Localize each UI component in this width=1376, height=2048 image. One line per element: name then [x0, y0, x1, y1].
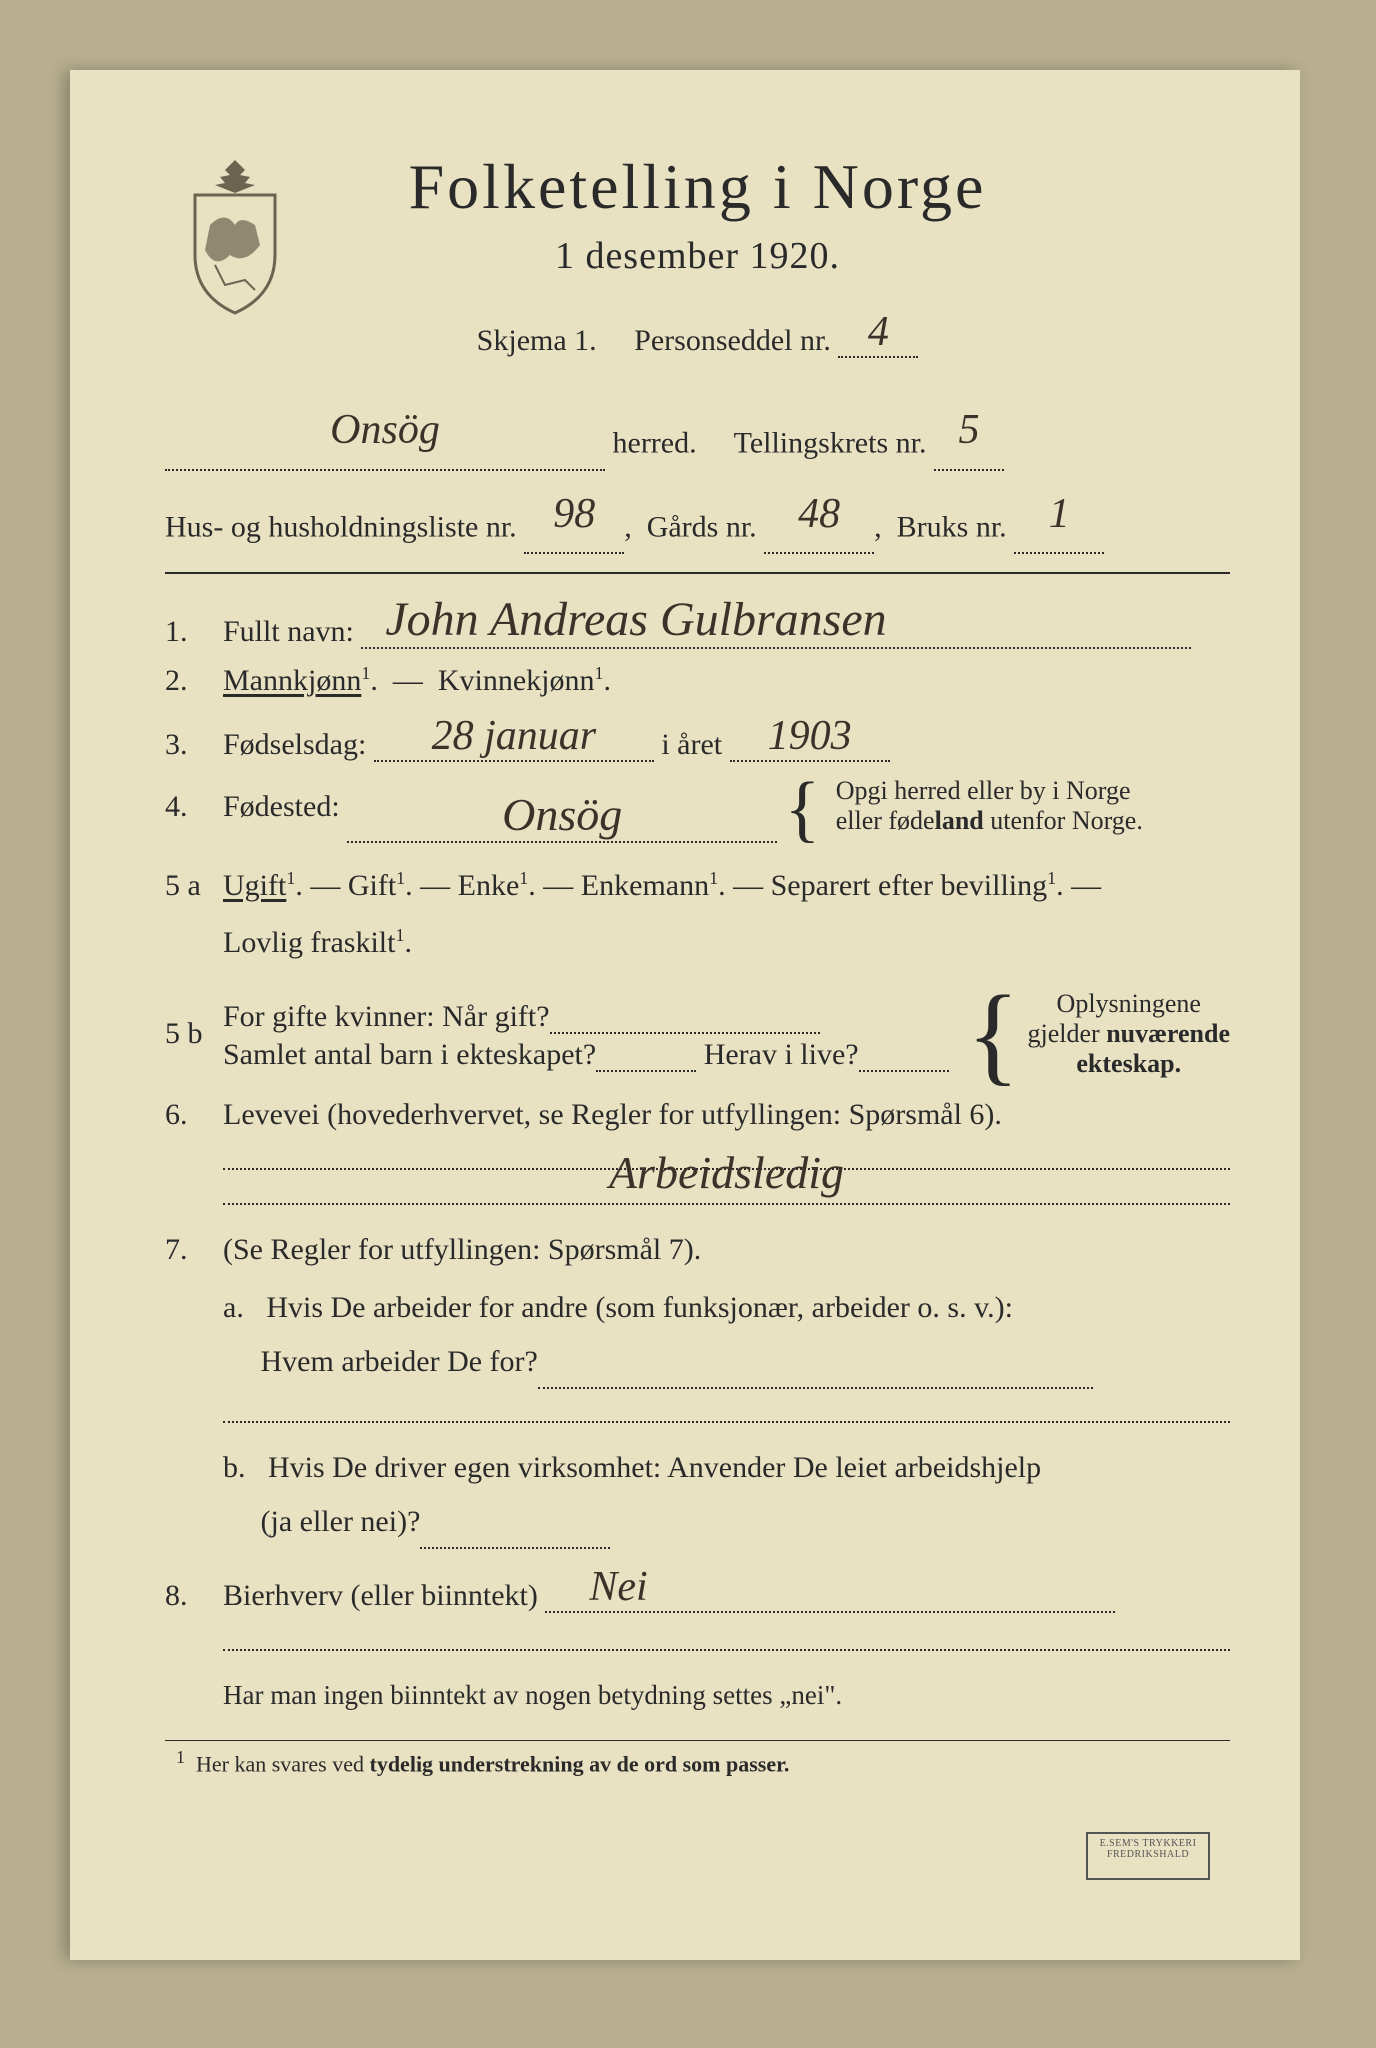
q1-field: John Andreas Gulbransen: [361, 592, 1191, 649]
q5a-num: 5 a: [165, 869, 223, 903]
q4-label: Fødested:: [223, 790, 340, 823]
q5a-separert: Separert efter bevilling: [771, 869, 1048, 902]
q5a-ugift: Ugift: [223, 869, 286, 902]
q8-num: 8.: [165, 1579, 223, 1613]
q8-field: Nei: [545, 1563, 1115, 1613]
skjema-label: Skjema 1.: [477, 324, 597, 357]
question-8: 8. Bierhverv (eller biinntekt) Nei: [165, 1563, 1230, 1613]
q8-label: Bierhverv (eller biinntekt): [223, 1579, 538, 1612]
question-5b: 5 b For gifte kvinner: Når gift? Samlet …: [165, 985, 1230, 1084]
footnote: 1 Her kan svares ved tydelig understrekn…: [165, 1740, 1230, 1777]
question-7: 7. (Se Regler for utfyllingen: Spørsmål …: [165, 1233, 1230, 1267]
q1-label: Fullt navn:: [223, 615, 354, 648]
printer-stamp: E.SEM'S TRYKKERI FREDRIKSHALD: [1086, 1832, 1210, 1880]
question-2: 2. Mannkjønn1. — Kvinnekjønn1.: [165, 663, 1230, 698]
skjema-line: Skjema 1. Personseddel nr. 4: [165, 308, 1230, 358]
q7a-label1: Hvis De arbeider for andre (som funksjon…: [266, 1291, 1013, 1324]
husliste-field: 98: [524, 477, 624, 555]
q7b-label2: (ja eller nei)?: [261, 1505, 421, 1538]
q5b-field1: [550, 996, 820, 1034]
q5b-label1: For gifte kvinner: Når gift?: [223, 1000, 550, 1033]
census-form-page: Folketelling i Norge 1 desember 1920. Sk…: [70, 70, 1300, 1960]
q5b-field2: [596, 1034, 696, 1072]
q7-num: 7.: [165, 1233, 223, 1267]
question-7a: a. Hvis De arbeider for andre (som funks…: [223, 1281, 1230, 1389]
q6-num: 6.: [165, 1098, 223, 1132]
bruks-field: 1: [1014, 477, 1104, 555]
q7b-field: [420, 1511, 610, 1549]
q3-year-field: 1903: [730, 712, 890, 762]
question-3: 3. Fødselsdag: 28 januar i året 1903: [165, 712, 1230, 762]
coat-of-arms-icon: [175, 155, 295, 315]
q5a-fraskilt: Lovlig fraskilt: [223, 926, 395, 959]
q4-num: 4.: [165, 790, 223, 824]
gards-field: 48: [764, 477, 874, 555]
form-title: Folketelling i Norge: [165, 150, 1230, 224]
q5b-note: Oplysningene gjelder nuværende ekteskap.: [1028, 989, 1230, 1079]
husliste-line: Hus- og husholdningsliste nr. 98, Gårds …: [165, 477, 1230, 555]
tellingskrets-field: 5: [934, 393, 1004, 471]
question-5a: 5 a Ugift1. — Gift1. — Enke1. — Enkemann…: [165, 857, 1230, 971]
q6-label: Levevei (hovederhvervet, se Regler for u…: [223, 1098, 1002, 1131]
q7a-field-2: [223, 1399, 1230, 1423]
personseddel-label: Personseddel nr.: [634, 324, 831, 357]
q4-note: Opgi herred eller by i Norge eller fødel…: [836, 776, 1143, 836]
herred-label: herred.: [613, 427, 697, 460]
q7a-num: a.: [223, 1291, 244, 1324]
question-4: 4. Fødested: Onsög { Opgi herred eller b…: [165, 776, 1230, 843]
q7b-label1: Hvis De driver egen virksomhet: Anvender…: [268, 1451, 1041, 1484]
herred-field: Onsög: [165, 393, 605, 471]
question-6: 6. Levevei (hovederhvervet, se Regler fo…: [165, 1098, 1230, 1132]
q5b-num: 5 b: [165, 1017, 223, 1051]
q7b-num: b.: [223, 1451, 246, 1484]
q3-year-label: i året: [661, 728, 722, 761]
q8-field-2: [223, 1627, 1230, 1651]
q5a-gift: Gift: [348, 869, 396, 902]
q2-num: 2.: [165, 664, 223, 698]
q5b-field3: [859, 1034, 949, 1072]
brace-icon: {: [967, 985, 1020, 1084]
q7-label: (Se Regler for utfyllingen: Spørsmål 7).: [223, 1233, 701, 1266]
q5b-label3: Herav i live?: [704, 1038, 859, 1071]
q5b-label2: Samlet antal barn i ekteskapet?: [223, 1038, 596, 1071]
herred-line: Onsög herred. Tellingskrets nr. 5: [165, 393, 1230, 471]
q3-num: 3.: [165, 728, 223, 762]
gards-label: Gårds nr.: [647, 510, 757, 543]
personseddel-nr: 4: [838, 308, 918, 358]
question-1: 1. Fullt navn: John Andreas Gulbransen: [165, 592, 1230, 649]
q2-kvinne: Kvinnekjønn: [438, 664, 595, 697]
q2-mann: Mannkjønn: [223, 664, 361, 697]
bruks-label: Bruks nr.: [897, 510, 1007, 543]
form-date: 1 desember 1920.: [165, 234, 1230, 278]
husliste-label: Hus- og husholdningsliste nr.: [165, 510, 517, 543]
footer-note: Har man ingen biinntekt av nogen betydni…: [223, 1671, 1230, 1720]
tellingskrets-label: Tellingskrets nr.: [734, 427, 927, 460]
q3-label: Fødselsdag:: [223, 728, 366, 761]
q1-num: 1.: [165, 615, 223, 649]
q3-day-field: 28 januar: [374, 712, 654, 762]
q6-field: Arbeidsledig: [223, 1146, 1230, 1170]
q5a-enke: Enke: [458, 869, 520, 902]
brace-icon: {: [785, 776, 821, 843]
q7a-label2: Hvem arbeider De for?: [261, 1345, 538, 1378]
divider: [165, 572, 1230, 574]
q4-field: Onsög: [347, 788, 777, 843]
form-header: Folketelling i Norge 1 desember 1920. Sk…: [165, 150, 1230, 358]
q7a-field: [538, 1351, 1093, 1389]
question-7b: b. Hvis De driver egen virksomhet: Anven…: [223, 1441, 1230, 1549]
q5a-enkemann: Enkemann: [581, 869, 709, 902]
